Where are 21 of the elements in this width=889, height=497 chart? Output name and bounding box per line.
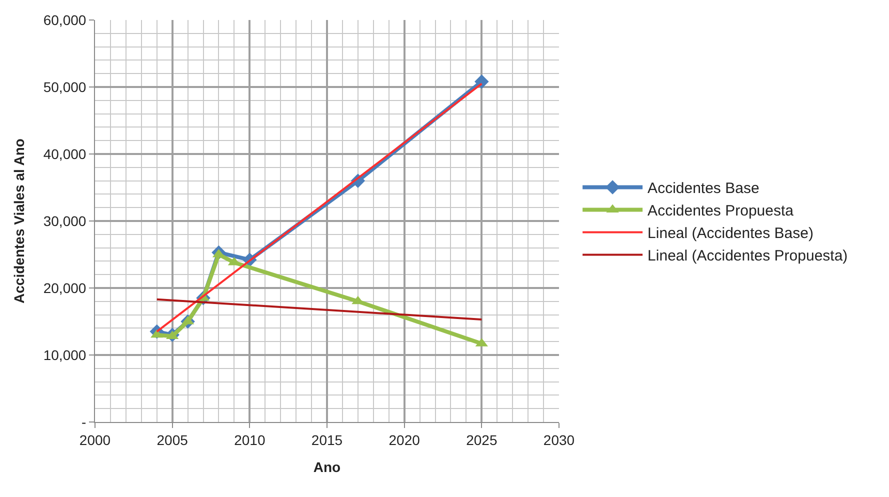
x-tick-label: 2005: [156, 432, 188, 448]
y-tick-label: -: [82, 414, 87, 430]
x-axis-title: Ano: [313, 459, 341, 476]
y-tick-label: 10,000: [43, 346, 86, 363]
x-tick-label: 2010: [234, 432, 266, 448]
legend-label: Accidentes Propuesta: [648, 202, 794, 220]
y-tick-label: 50,000: [43, 78, 86, 95]
x-tick-label: 2030: [543, 432, 575, 448]
y-tick-label: 30,000: [43, 212, 86, 229]
y-axis-title: Accidentes Viales al Ano: [10, 138, 27, 304]
point: [474, 74, 489, 89]
legend-label: Lineal (Accidentes Propuesta): [648, 248, 848, 265]
y-tick-label: 20,000: [43, 280, 86, 296]
legend-label: Accidentes Base: [648, 180, 760, 198]
y-tick-label: 60,000: [43, 12, 86, 28]
x-tick-label: 2015: [311, 432, 343, 448]
y-tick-label: 40,000: [43, 146, 86, 162]
legend-label: Lineal (Accidentes Base): [648, 225, 814, 242]
x-tick-label: 2020: [388, 432, 420, 448]
x-tick-label: 2025: [466, 432, 498, 448]
x-tick-label: 2000: [79, 432, 111, 448]
